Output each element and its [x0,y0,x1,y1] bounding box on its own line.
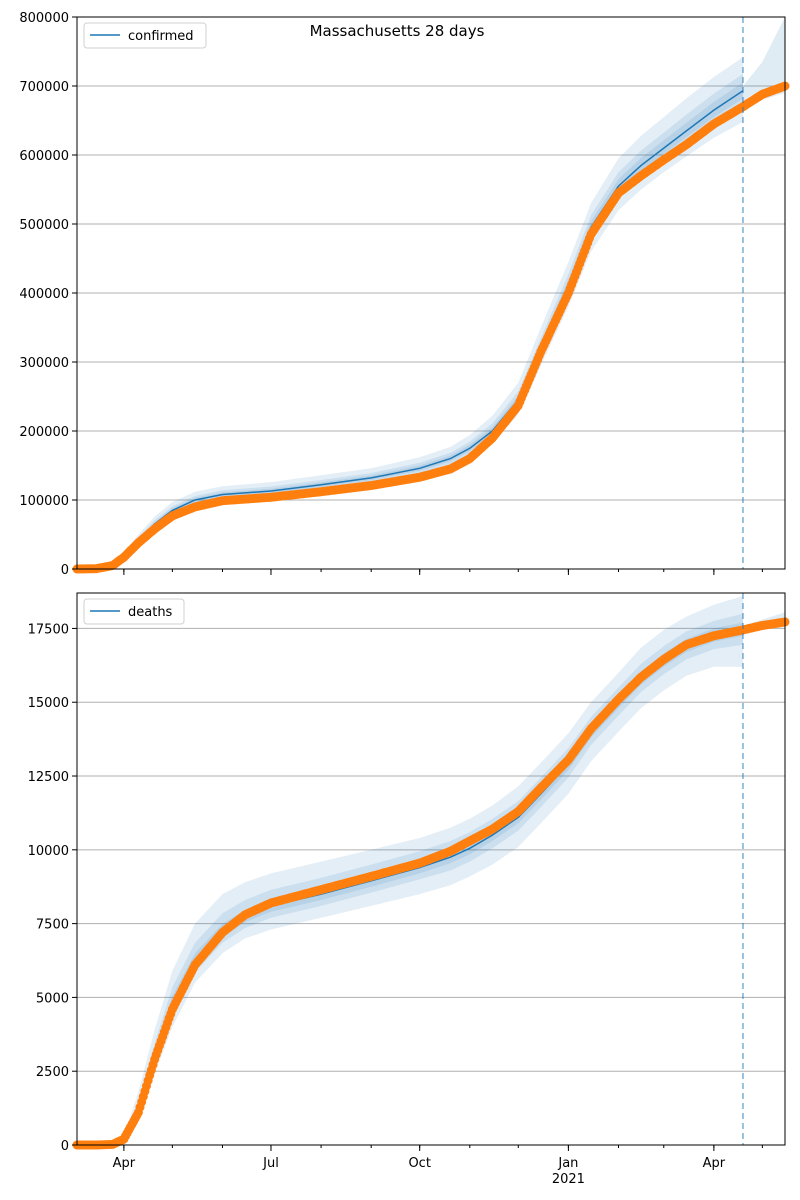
y-tick-label: 7500 [36,918,69,933]
x-tick-label: Jan [557,1156,578,1171]
y-tick-label: 0 [61,1139,69,1154]
y-tick-label: 300000 [19,356,69,371]
deaths-observed-points [72,617,790,1150]
y-tick-label: 5000 [36,991,69,1006]
y-tick-label: 17500 [28,622,69,637]
panel-deaths: 0 2500 5000 7500 10000 12500 15000 17500 Apr Jul… [28,592,790,1187]
deaths-legend: deaths [83,598,185,625]
y-tick-label: 500000 [19,218,69,233]
x-tick-label: Jul [262,1156,279,1171]
y-tick-label: 100000 [19,494,69,509]
deaths-axes-frame [76,592,786,1146]
y-tick-label: 200000 [19,425,69,440]
x-tick-sublabel: 2021 [552,1172,585,1187]
y-tick-label: 12500 [28,770,69,785]
deaths-grid [77,627,785,1072]
confirmed-legend: confirmed [83,22,207,49]
confirmed-observed-points [72,81,790,574]
deaths-legend-label: deaths [128,605,173,620]
y-tick-label: 2500 [36,1065,69,1080]
deaths-legend-box [83,598,185,625]
confirmed-legend-box [83,22,207,49]
y-tick-label: 10000 [28,844,69,859]
x-tick-label: Apr [113,1156,136,1171]
confirmed-x-minor-ticks [123,569,763,575]
uncertainty-band [77,57,743,569]
y-tick-label: 700000 [19,80,69,95]
y-tick-label: 15000 [28,696,69,711]
x-tick-label: Oct [408,1156,430,1171]
figure-title: Massachusetts 28 days [310,22,485,40]
x-tick-label: Apr [703,1156,726,1171]
confirmed-axes-frame [76,16,786,570]
deaths-y-axis: 0 2500 5000 7500 10000 12500 15000 17500 [28,622,77,1154]
y-tick-label: 400000 [19,287,69,302]
confirmed-y-axis: 0 100000 200000 300000 400000 500000 600000 700… [19,11,77,578]
panel-confirmed: 0 100000 200000 300000 400000 500000 600000 700… [19,11,790,578]
y-tick-label: 800000 [19,11,69,26]
uncertainty-band [77,82,743,570]
confirmed-legend-label: confirmed [128,29,194,44]
y-tick-label: 600000 [19,149,69,164]
y-tick-label: 0 [61,563,69,578]
